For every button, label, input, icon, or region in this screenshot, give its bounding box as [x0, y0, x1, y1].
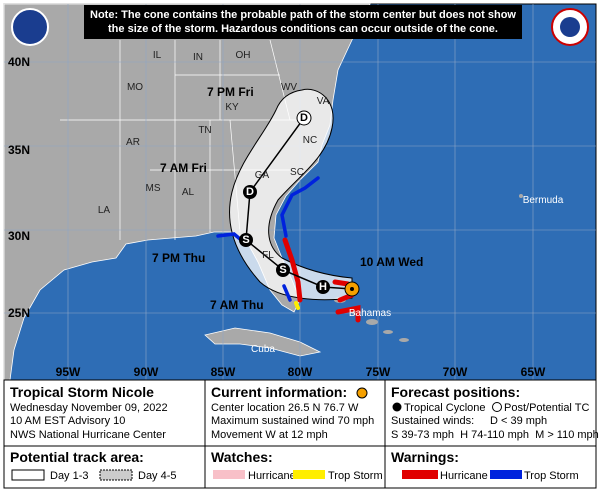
center-location: Center location 26.5 N 76.7 W	[211, 402, 359, 414]
hurricane-warning-swatch	[402, 470, 438, 479]
track-label: 10 AM Wed	[360, 255, 423, 269]
hurricane-watch-swatch	[213, 470, 245, 479]
track-label: 7 AM Fri	[160, 161, 207, 175]
track-label: 7 AM Thu	[210, 298, 264, 312]
region-label: AL	[182, 187, 195, 198]
region-label: Bahamas	[349, 308, 391, 319]
lon-label: 80W	[288, 365, 313, 379]
region-label: IL	[153, 50, 162, 61]
day13-swatch	[11, 469, 45, 481]
lon-label: 85W	[211, 365, 236, 379]
lat-label: 30N	[8, 229, 30, 243]
track-label: 7 PM Fri	[207, 85, 254, 99]
region-label: IN	[193, 52, 203, 63]
tc-label: Tropical Cyclone	[404, 402, 486, 414]
watches-title: Watches:	[211, 449, 273, 465]
forecast-point	[276, 263, 290, 277]
hurricane-watch-label: Hurricane	[248, 470, 296, 482]
state-borders	[60, 39, 300, 240]
track-area-title: Potential track area:	[10, 449, 144, 465]
post-tc-label: Post/Potential TC	[504, 402, 589, 414]
track-label: 7 PM Thu	[152, 251, 205, 265]
day45-swatch	[99, 469, 133, 481]
lon-label: 65W	[521, 365, 546, 379]
warnings-title: Warnings:	[391, 449, 459, 465]
ts-watch-label: Trop Storm	[328, 470, 383, 482]
day13-label: Day 1-3	[50, 470, 89, 482]
region-label: LA	[98, 205, 111, 216]
current-icon	[356, 387, 368, 399]
cone-note: Note: The cone contains the probable pat…	[84, 5, 522, 39]
forecast-point	[316, 280, 330, 294]
region-label: VA	[317, 96, 330, 107]
bermuda-island	[519, 194, 523, 198]
point-letter: H	[319, 281, 327, 293]
region-label: TN	[198, 125, 211, 136]
forecast-point	[239, 233, 253, 247]
info-panel: Tropical Storm Nicole Wednesday November…	[3, 379, 599, 489]
forecast-point	[296, 110, 312, 126]
region-label: KY	[225, 102, 239, 113]
region-label: Cuba	[251, 344, 275, 355]
lat-label: 40N	[8, 55, 30, 69]
current-title: Current information:	[211, 384, 347, 400]
winds-title: Sustained winds:	[391, 415, 474, 427]
region-label: Bermuda	[523, 195, 564, 206]
region-label: SC	[290, 167, 304, 178]
region-label: MO	[127, 82, 143, 93]
ts-watch-swatch	[293, 470, 325, 479]
post-tc-icon	[492, 402, 502, 412]
panel-border	[3, 379, 597, 489]
region-label: FL	[262, 250, 274, 261]
forecast-cone	[229, 88, 353, 301]
noaa-logo	[11, 8, 49, 46]
region-label: OH	[236, 50, 251, 61]
region-label: GA	[255, 170, 270, 181]
warnings	[216, 176, 361, 323]
tc-icon	[392, 402, 402, 412]
issuer: NWS National Hurricane Center	[10, 429, 166, 441]
region-label: NC	[303, 135, 317, 146]
current-position-dot	[350, 287, 354, 291]
storm-name: Tropical Storm Nicole	[10, 384, 154, 400]
lon-label: 90W	[134, 365, 159, 379]
max-wind: Maximum sustained wind 70 mph	[211, 415, 374, 427]
point-letter: S	[242, 234, 249, 246]
storm-date: Wednesday November 09, 2022	[10, 402, 168, 414]
lon-label: 75W	[366, 365, 391, 379]
lon-label: 70W	[443, 365, 468, 379]
forecast-point	[243, 185, 257, 199]
day45-label: Day 4-5	[138, 470, 177, 482]
lat-label: 35N	[8, 143, 30, 157]
winds-scale: S 39-73 mph H 74-110 mph M > 110 mph	[391, 429, 599, 441]
ts-warning-label: Trop Storm	[524, 470, 579, 482]
ts-warning-swatch	[490, 470, 522, 479]
winds-d: D < 39 mph	[490, 415, 547, 427]
map-labels: 40N 35N 30N 25N 95W 90W 85W 80W 75W 70W 65W IL IN OH M…	[8, 50, 564, 379]
region-label: WV	[281, 82, 297, 93]
advisory: 10 AM EST Advisory 10	[10, 415, 125, 427]
lon-label: 95W	[56, 365, 81, 379]
movement: Movement W at 12 mph	[211, 429, 328, 441]
region-label: MS	[146, 183, 161, 194]
region-label: AR	[126, 137, 140, 148]
forecast-title: Forecast positions:	[391, 384, 520, 400]
nws-logo-inner	[560, 17, 580, 37]
lat-label: 25N	[8, 306, 30, 320]
point-letter: S	[279, 264, 286, 276]
hurricane-warning-label: Hurricane	[440, 470, 488, 482]
point-letter: D	[246, 186, 254, 198]
cuba	[204, 327, 322, 357]
point-letter: D	[300, 112, 308, 124]
